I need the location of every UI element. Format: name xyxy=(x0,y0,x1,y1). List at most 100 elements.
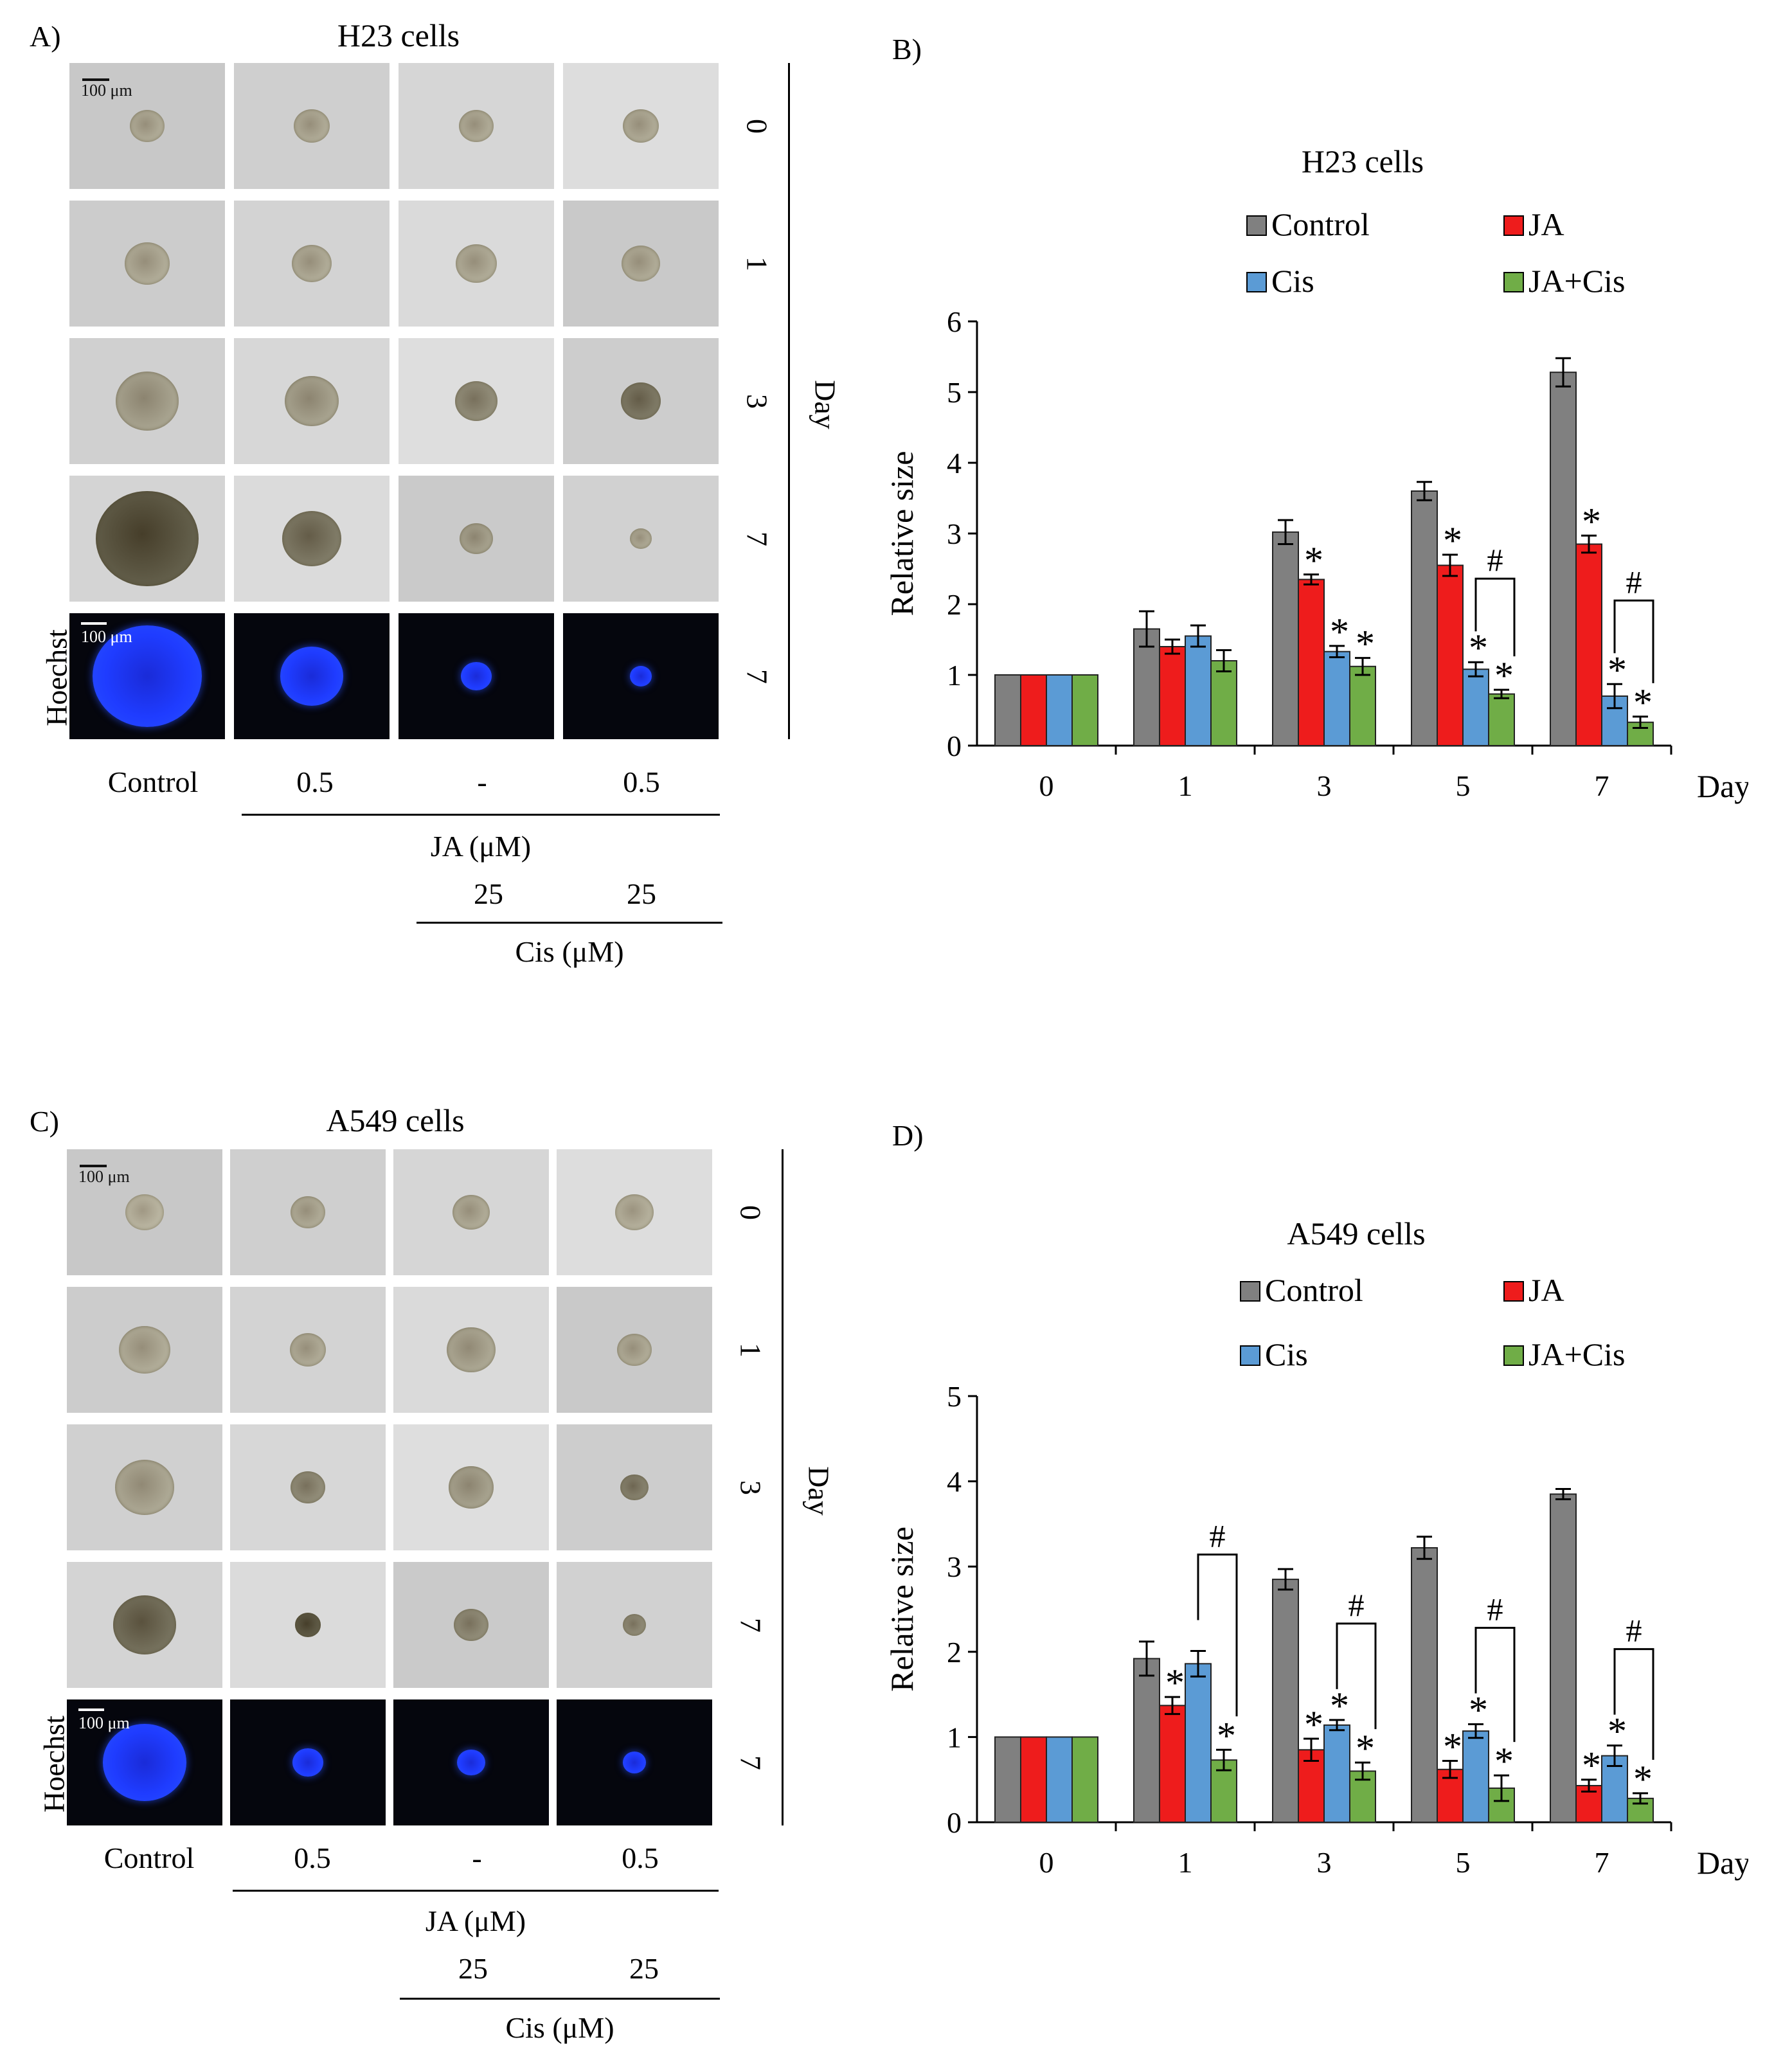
brightfield-spheroid xyxy=(615,1194,654,1230)
spheroid-image-r1-c3 xyxy=(563,201,719,327)
significance-bracket-day-5 xyxy=(1474,577,1516,657)
brightfield-spheroid xyxy=(630,528,652,549)
panel-a-cis-dose-1: 25 xyxy=(474,877,503,910)
day-label-row-2: 3 xyxy=(740,394,774,409)
brightfield-spheroid xyxy=(291,1471,325,1504)
y-tick-label-1: 1 xyxy=(947,659,962,692)
panel-a-spheroid-grid: 100 μm 100 μm xyxy=(69,63,725,739)
significance-star-JA-day-3: * xyxy=(1304,1703,1323,1746)
chart-b-h23-relative-size: H23 cells Control JA Cis JA+Cis 0 1 2 3 4 5 6 Relati… xyxy=(887,143,1748,804)
bar-Cis-day-1 xyxy=(1185,635,1212,746)
brightfield-spheroid xyxy=(621,382,661,420)
significance-star-Cis-day-5: * xyxy=(1469,627,1488,669)
significance-star-JA-day-1: * xyxy=(1165,1662,1185,1704)
x-tick-label-5: 5 xyxy=(1456,769,1471,802)
bar-Control-day-1 xyxy=(1133,628,1160,746)
spheroid-image-r3-c1 xyxy=(234,476,390,602)
panel-c-title: A549 cells xyxy=(326,1102,465,1138)
brightfield-spheroid xyxy=(452,1195,490,1230)
scale-bar-label: 100 μm xyxy=(78,1167,130,1186)
brightfield-spheroid xyxy=(113,1595,176,1654)
hoechst-spheroid xyxy=(623,1752,646,1773)
brightfield-spheroid xyxy=(116,372,179,431)
spheroid-image-r2-c1 xyxy=(230,1424,386,1550)
spheroid-image-r3-c3 xyxy=(557,1562,712,1688)
legend-swatch-3 xyxy=(1503,272,1524,292)
y-tick-label-0: 0 xyxy=(947,1806,962,1839)
bar-Control-day-0 xyxy=(994,1736,1021,1824)
bar-Control-day-7 xyxy=(1550,372,1577,746)
spheroid-image-r2-c0 xyxy=(69,338,225,464)
spheroid-image-r4-c0: 100 μm xyxy=(67,1699,222,1825)
significance-hash-day-3: # xyxy=(1348,1587,1365,1623)
brightfield-spheroid xyxy=(115,1460,174,1515)
hoechst-spheroid xyxy=(461,661,492,691)
panel-c-spheroid-grid: 100 μm 100 μm xyxy=(67,1149,716,1827)
significance-hash-day-5: # xyxy=(1487,542,1503,578)
spheroid-image-r1-c0 xyxy=(67,1287,222,1413)
bar-JA+Cis-day-1 xyxy=(1210,660,1237,746)
legend-swatch-2 xyxy=(1240,1345,1260,1366)
significance-star-JA+Cis-day-5: * xyxy=(1494,654,1514,697)
spheroid-image-r1-c2 xyxy=(399,201,554,327)
hoechst-scale-bar xyxy=(78,1708,104,1711)
brightfield-spheroid xyxy=(119,1325,170,1374)
spheroid-image-r3-c1 xyxy=(230,1562,386,1688)
brightfield-spheroid xyxy=(125,242,170,285)
brightfield-spheroid xyxy=(623,109,659,143)
spheroid-image-r0-c0: 100 μm xyxy=(69,63,225,189)
bar-JA-day-7 xyxy=(1575,543,1602,746)
significance-bracket-day-3 xyxy=(1336,1622,1377,1730)
significance-star-Cis-day-3: * xyxy=(1330,611,1349,653)
significance-star-Cis-day-7: * xyxy=(1608,649,1627,691)
spheroid-image-r3-c0 xyxy=(67,1562,222,1688)
significance-star-JA-day-5: * xyxy=(1443,1726,1462,1768)
hoechst-label: Hoechst xyxy=(40,629,73,726)
bar-JA-day-0 xyxy=(1020,1736,1047,1824)
y-axis-label: Relative size xyxy=(887,451,920,616)
y-tick-label-2: 2 xyxy=(947,1636,962,1669)
panel-c-label: C) xyxy=(30,1105,59,1138)
significance-star-JA+Cis-day-3: * xyxy=(1356,623,1375,665)
significance-hash-day-1: # xyxy=(1210,1518,1226,1554)
x-tick-label-1: 1 xyxy=(1178,1846,1193,1879)
brightfield-spheroid xyxy=(617,1333,652,1367)
y-tick-label-1: 1 xyxy=(947,1721,962,1753)
spheroid-image-r2-c2 xyxy=(393,1424,549,1550)
spheroid-image-r2-c3 xyxy=(563,338,719,464)
y-tick-label-3: 3 xyxy=(947,517,962,550)
panel-c-cis-label: Cis (μM) xyxy=(505,2011,614,2044)
brightfield-spheroid xyxy=(449,1466,494,1509)
brightfield-spheroid xyxy=(455,381,497,421)
bar-Control-day-1 xyxy=(1133,1658,1160,1824)
y-tick-label-2: 2 xyxy=(947,588,962,621)
spheroid-image-r2-c3 xyxy=(557,1424,712,1550)
panel-a-cis-dose-2: 25 xyxy=(627,877,656,910)
significance-bracket-day-7 xyxy=(1613,1648,1654,1760)
brightfield-spheroid xyxy=(447,1327,496,1373)
brightfield-spheroid xyxy=(454,1608,488,1642)
day-label-row-3: 7 xyxy=(734,1618,767,1633)
bar-JA-day-1 xyxy=(1159,1705,1186,1824)
x-tick-label-3: 3 xyxy=(1317,1846,1332,1879)
scale-bar xyxy=(82,78,109,81)
brightfield-spheroid xyxy=(130,109,165,143)
legend-label-2: Cis xyxy=(1271,263,1314,299)
spheroid-image-r4-c3 xyxy=(563,613,719,739)
legend-label-3: JA+Cis xyxy=(1528,1336,1625,1372)
brightfield-spheroid xyxy=(285,375,339,427)
brightfield-spheroid xyxy=(620,1474,649,1501)
y-tick-label-0: 0 xyxy=(947,730,962,762)
legend-label-3: JA+Cis xyxy=(1528,263,1625,299)
bar-JA-day-3 xyxy=(1298,578,1325,746)
spheroid-image-r0-c1 xyxy=(234,63,390,189)
hoechst-scale-bar-label: 100 μm xyxy=(81,627,132,646)
bar-Cis-day-3 xyxy=(1323,650,1350,747)
significance-star-Cis-day-7: * xyxy=(1608,1710,1627,1753)
significance-star-JA-day-7: * xyxy=(1582,500,1601,542)
x-tick-label-0: 0 xyxy=(1039,1846,1054,1879)
panel-c-cis-line xyxy=(400,1998,720,2000)
y-tick-label-5: 5 xyxy=(947,376,962,409)
spheroid-image-r4-c1 xyxy=(234,613,390,739)
brightfield-spheroid xyxy=(460,523,493,555)
